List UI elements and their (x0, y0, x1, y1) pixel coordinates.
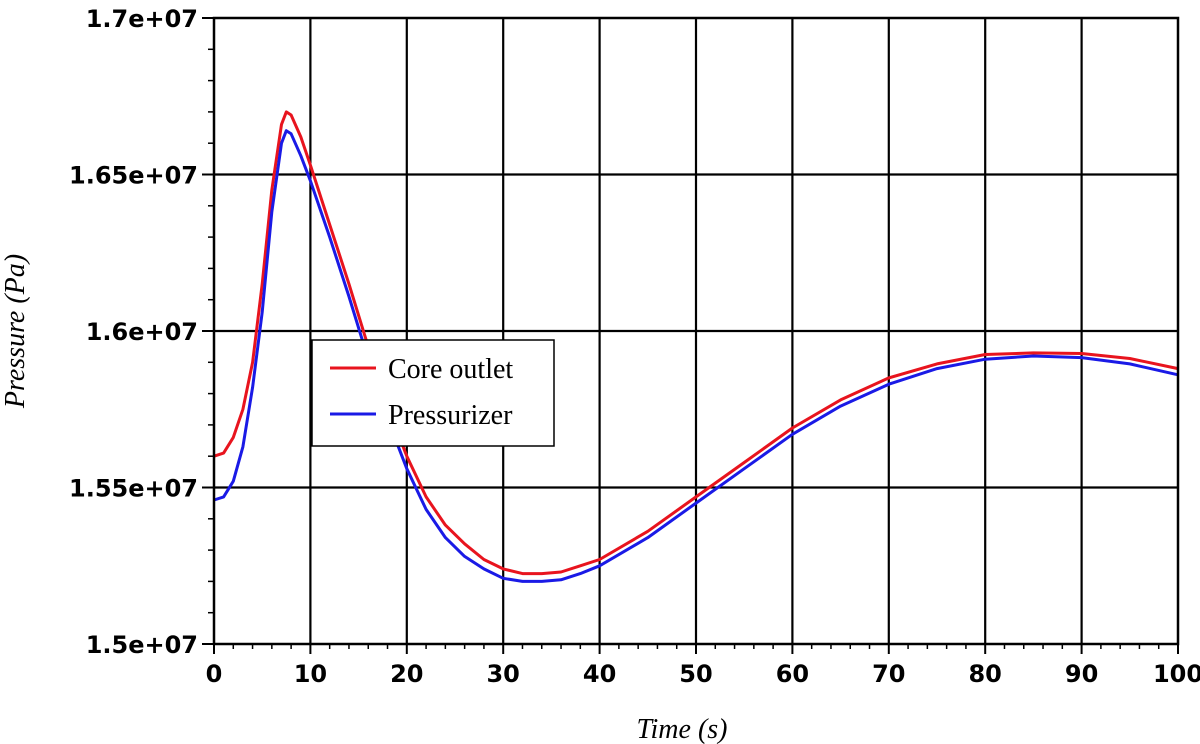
x-tick-label: 50 (679, 660, 712, 688)
y-tick-label: 1.5e+07 (86, 631, 198, 659)
y-tick-label: 1.65e+07 (69, 162, 198, 190)
x-tick-label: 40 (583, 660, 616, 688)
x-tick-label: 30 (486, 660, 519, 688)
y-axis-title: Pressure (Pa) (0, 254, 31, 409)
legend-label: Pressurizer (388, 400, 513, 431)
grid-lines (214, 18, 1178, 644)
series-lines (213, 110, 1179, 583)
x-tick-label: 60 (776, 660, 809, 688)
y-tick-label: 1.6e+07 (86, 318, 198, 346)
y-tick-label: 1.7e+07 (86, 5, 198, 33)
axes: 0 10 20 30 40 50 60 70 80 90 100 1.5e+07 1.55e+07 1.6… (69, 5, 1200, 688)
x-tick-label: 70 (872, 660, 905, 688)
x-tick-label: 80 (968, 660, 1001, 688)
series-line-core-outlet (213, 110, 1179, 576)
series-line-pressurizer (213, 129, 1179, 583)
x-tick-label: 0 (206, 660, 223, 688)
x-tick-label: 100 (1153, 660, 1200, 688)
legend-box (311, 339, 555, 447)
y-tick-label: 1.55e+07 (69, 475, 198, 503)
x-axis-title: Time (s) (637, 714, 728, 744)
x-tick-label: 10 (294, 660, 327, 688)
x-tick-label: 90 (1065, 660, 1098, 688)
legend-label: Core outlet (388, 354, 513, 385)
x-tick-label: 20 (390, 660, 423, 688)
plot-frame (212, 16, 1180, 646)
legend: Core outlet Pressurizer (311, 339, 555, 447)
